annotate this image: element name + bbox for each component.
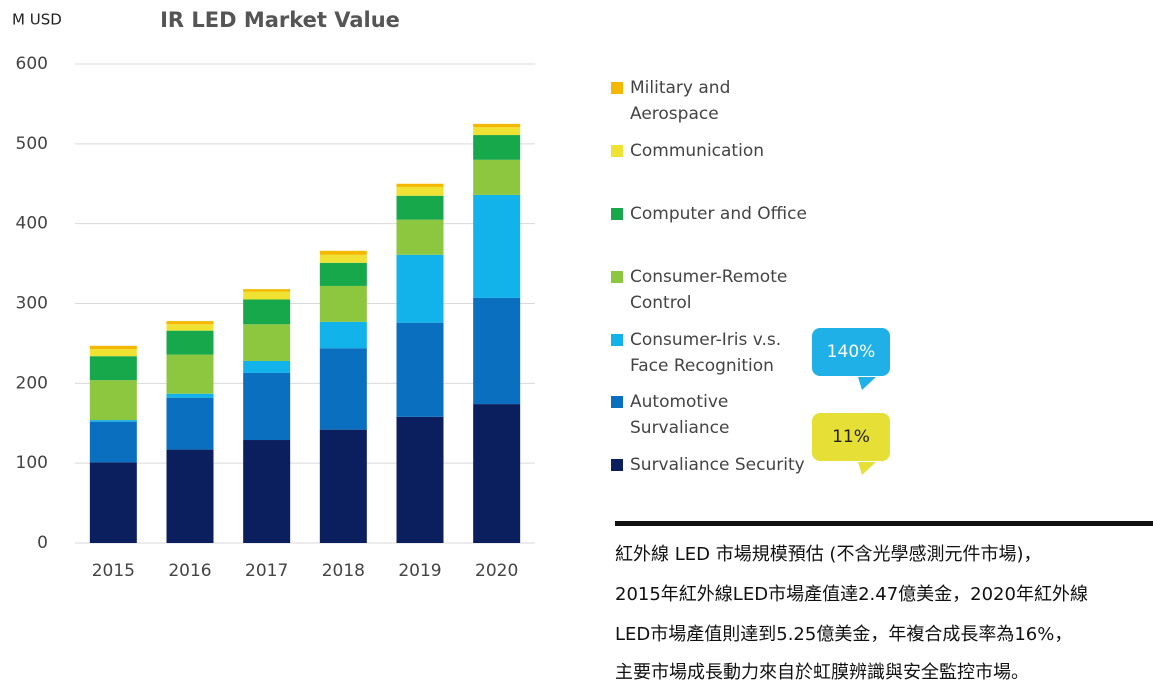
bar-segment xyxy=(396,195,444,220)
callout: 140% xyxy=(812,328,890,376)
x-tick-label: 2018 xyxy=(322,561,365,581)
legend-label: Survaliance Security xyxy=(630,455,805,475)
bar-segment xyxy=(243,324,291,361)
legend-label: Communication xyxy=(630,141,764,161)
bar-segment xyxy=(166,321,214,325)
bar-segment xyxy=(166,354,214,394)
bar-segment xyxy=(319,254,367,263)
legend-label: Computer and Office xyxy=(630,204,807,224)
bar-segment xyxy=(319,262,367,286)
bar-segment xyxy=(319,321,367,349)
y-tick-label: 600 xyxy=(16,54,48,74)
legend-swatch xyxy=(611,82,623,94)
bar-segment xyxy=(89,345,137,350)
x-tick-label: 2017 xyxy=(245,561,288,581)
bar-segment xyxy=(89,356,137,381)
bar-segment xyxy=(166,393,214,398)
y-tick-label: 100 xyxy=(16,453,48,473)
y-tick-label: 400 xyxy=(16,214,48,234)
legend-label: Military and Aerospace xyxy=(630,78,731,124)
y-axis-label: M USD xyxy=(12,11,62,29)
y-tick-label: 0 xyxy=(37,533,48,553)
bar-segment xyxy=(396,254,444,323)
bar-segment xyxy=(319,285,367,322)
bar-segment xyxy=(473,127,521,136)
legend-swatch xyxy=(611,459,623,471)
y-tick-label: 500 xyxy=(16,134,48,154)
note-line: 紅外線 LED 市場規模預估 (不含光學感測元件市場)， xyxy=(615,544,1042,565)
bar-segment xyxy=(166,397,214,450)
bar-segment xyxy=(319,348,367,430)
y-tick-label: 200 xyxy=(16,373,48,393)
bar-segment xyxy=(89,420,137,422)
x-tick-label: 2016 xyxy=(168,561,211,581)
bar-segment xyxy=(473,123,521,128)
divider xyxy=(615,521,1153,526)
bar-segment xyxy=(243,360,291,373)
note-line: LED市場產值則達到5.25億美金，年複合成長率為16%， xyxy=(615,624,1073,645)
legend-swatch xyxy=(611,271,623,283)
note-line: 主要市場成長動力來自於虹膜辨識與安全監控市場。 xyxy=(615,662,1029,681)
bar-segment xyxy=(243,299,291,325)
bar-segment xyxy=(396,322,444,417)
x-tick-label: 2019 xyxy=(398,561,441,581)
bar-segment xyxy=(89,462,137,543)
x-tick-label: 2020 xyxy=(475,561,518,581)
bar-segment xyxy=(166,449,214,543)
bar-segment xyxy=(243,372,291,441)
note-line: 2015年紅外線LED市場產值達2.47億美金，2020年紅外線 xyxy=(615,584,1088,605)
bar-segment xyxy=(243,289,291,292)
bar-segment xyxy=(319,250,367,255)
bar-segment xyxy=(166,324,214,331)
bar-segment xyxy=(396,186,444,196)
legend-swatch xyxy=(611,145,623,157)
bar-segment xyxy=(473,135,521,160)
bar-segment xyxy=(473,404,521,543)
legend-label: Consumer-Remote Control xyxy=(630,267,788,313)
bubble-tail xyxy=(858,377,876,390)
bar-segment xyxy=(396,219,444,255)
bar-segment xyxy=(243,440,291,543)
chart-title: IR LED Market Value xyxy=(160,8,400,32)
bar-segment xyxy=(473,194,521,298)
legend-label: Automotive Survaliance xyxy=(630,392,730,438)
callout: 11% xyxy=(812,413,890,461)
bar-segment xyxy=(396,183,444,187)
bar-segment xyxy=(89,349,137,357)
bar-segment xyxy=(89,421,137,463)
legend-swatch xyxy=(611,334,623,346)
bar-segment xyxy=(166,330,214,355)
x-tick-label: 2015 xyxy=(92,561,135,581)
bubble-tail xyxy=(858,462,876,475)
bar-segment xyxy=(243,291,291,300)
legend-label: Consumer-Iris v.s. Face Recognition xyxy=(630,330,782,376)
y-tick-label: 300 xyxy=(16,294,48,314)
bar-segment xyxy=(319,429,367,543)
bar-segment xyxy=(89,380,137,421)
bar-segment xyxy=(473,297,521,405)
bar-segment xyxy=(396,416,444,543)
bar-segment xyxy=(473,159,521,195)
legend-swatch xyxy=(611,396,623,408)
legend-swatch xyxy=(611,208,623,220)
